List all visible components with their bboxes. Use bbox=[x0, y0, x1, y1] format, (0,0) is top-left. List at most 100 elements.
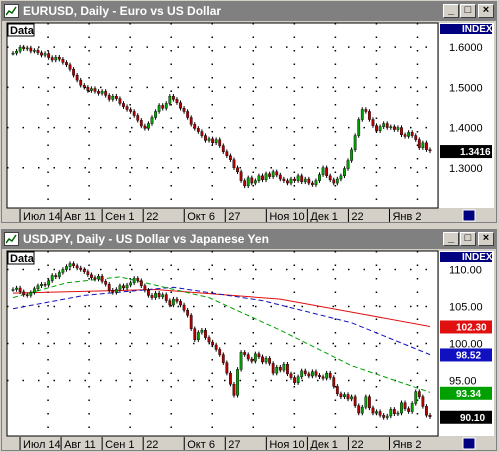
candle-body bbox=[403, 402, 407, 409]
candle-body bbox=[132, 278, 136, 284]
candle-body bbox=[332, 179, 336, 184]
x-tick-label: Ноя 10 bbox=[269, 439, 304, 450]
candle-body bbox=[303, 178, 307, 183]
x-tick-label: 27 bbox=[228, 439, 240, 450]
candle-body bbox=[257, 175, 261, 181]
candle-body bbox=[300, 175, 304, 183]
candle-body bbox=[360, 406, 364, 414]
scale-toggle-icon[interactable] bbox=[462, 209, 476, 222]
candle-body bbox=[275, 171, 279, 176]
candle-body bbox=[147, 123, 150, 129]
price-scale bbox=[439, 23, 494, 208]
candle-body bbox=[378, 126, 382, 131]
candle-body bbox=[15, 287, 18, 290]
maximize-button[interactable]: □ bbox=[460, 232, 476, 246]
candle-body bbox=[314, 371, 318, 376]
candle-body bbox=[36, 285, 40, 289]
x-tick-label: Дек 1 bbox=[310, 439, 338, 450]
candle-body bbox=[32, 288, 36, 293]
x-tick-label: 27 bbox=[228, 211, 240, 222]
candle-body bbox=[346, 160, 350, 169]
usdjpy-titlebar[interactable]: USDJPY, Daily - US Dollar vs Japanese Ye… bbox=[2, 230, 496, 249]
candle-body bbox=[286, 180, 289, 184]
candle-body bbox=[18, 287, 22, 292]
minimize-button[interactable]: _ bbox=[443, 4, 459, 18]
candle-body bbox=[11, 289, 15, 291]
moving-average-line bbox=[12, 276, 431, 393]
data-tag: Data bbox=[10, 253, 35, 265]
candle-body bbox=[196, 332, 200, 341]
close-button[interactable]: × bbox=[478, 4, 494, 18]
candle-body bbox=[182, 304, 186, 311]
candle-body bbox=[389, 409, 393, 417]
candle-body bbox=[328, 372, 332, 378]
candle-body bbox=[339, 393, 343, 397]
candle-body bbox=[75, 265, 79, 269]
candle-body bbox=[118, 98, 122, 104]
chart-window-icon bbox=[4, 232, 19, 246]
candle-body bbox=[171, 298, 175, 306]
candle-body bbox=[111, 290, 115, 293]
candle-body bbox=[353, 396, 357, 406]
candle-body bbox=[293, 377, 296, 383]
candle-body bbox=[111, 95, 115, 100]
candle-body bbox=[97, 91, 100, 94]
candle-body bbox=[129, 282, 133, 286]
candle-body bbox=[296, 376, 300, 383]
candle-body bbox=[289, 373, 293, 378]
last-price-tag bbox=[440, 145, 492, 159]
candle-body bbox=[157, 105, 161, 112]
candle-body bbox=[389, 126, 393, 128]
candle-body bbox=[371, 407, 375, 414]
candle-body bbox=[410, 403, 414, 412]
candle-body bbox=[357, 405, 361, 414]
price-tag bbox=[440, 320, 492, 334]
candle-body bbox=[72, 69, 75, 76]
candle-body bbox=[54, 56, 58, 61]
candle-body bbox=[186, 111, 190, 118]
y-tick-label: 1.4000 bbox=[449, 123, 483, 135]
candle-body bbox=[54, 275, 58, 278]
candle-body bbox=[189, 117, 193, 125]
candle-body bbox=[339, 175, 343, 180]
candle-body bbox=[68, 263, 72, 267]
candle-body bbox=[114, 95, 118, 99]
data-tag-box bbox=[7, 23, 35, 37]
x-axis bbox=[7, 437, 438, 450]
candle-body bbox=[335, 386, 339, 395]
maximize-button[interactable]: □ bbox=[460, 4, 476, 18]
candle-body bbox=[171, 95, 175, 100]
price-scale bbox=[439, 251, 494, 436]
candle-body bbox=[175, 298, 179, 302]
candle-body bbox=[268, 358, 272, 364]
chart-window-icon bbox=[4, 4, 19, 18]
candle-body bbox=[350, 396, 353, 400]
candle-body bbox=[43, 284, 47, 286]
candle-body bbox=[225, 362, 229, 374]
candle-body bbox=[343, 168, 346, 177]
y-tick-label: 1.3000 bbox=[449, 163, 483, 175]
index-label: INDEX bbox=[462, 24, 493, 35]
candle-body bbox=[118, 285, 122, 290]
scale-toggle-icon[interactable] bbox=[462, 437, 476, 450]
candle-body bbox=[371, 119, 375, 126]
candle-body bbox=[125, 284, 129, 289]
candle-body bbox=[264, 358, 268, 363]
candle-body bbox=[264, 173, 268, 181]
price-tag bbox=[440, 348, 492, 362]
price-tag bbox=[440, 386, 492, 400]
candle-body bbox=[232, 159, 236, 168]
candle-body bbox=[150, 295, 154, 298]
candle-body bbox=[218, 349, 222, 355]
candle-body bbox=[421, 142, 425, 148]
y-tick-label: 110.00 bbox=[449, 265, 482, 277]
candle-body bbox=[243, 180, 247, 187]
eurusd-titlebar[interactable]: EURUSD, Daily - Euro vs US Dollar _ □ × bbox=[2, 2, 496, 21]
candle-body bbox=[211, 341, 214, 346]
candle-body bbox=[232, 383, 236, 396]
candle-body bbox=[22, 291, 26, 295]
close-button[interactable]: × bbox=[478, 232, 494, 246]
candle-body bbox=[239, 171, 243, 181]
price-tag-label: 98.52 bbox=[456, 350, 481, 361]
minimize-button[interactable]: _ bbox=[443, 232, 459, 246]
